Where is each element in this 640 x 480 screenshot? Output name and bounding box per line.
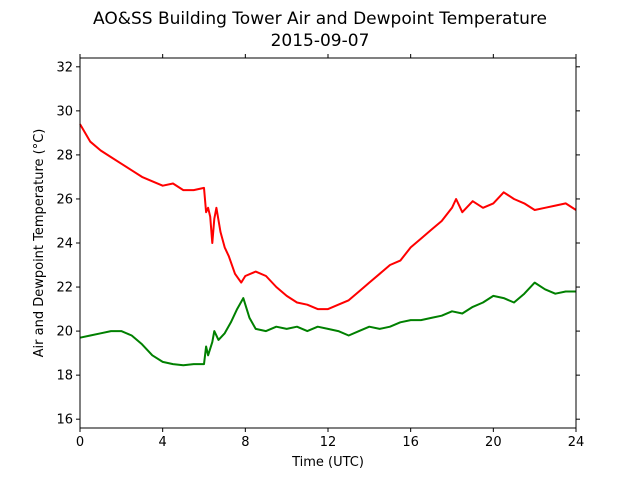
y-tick-label: 26 — [56, 192, 73, 207]
series-line-1 — [79, 123, 577, 311]
y-axis-label: Air and Dewpoint Temperature (°C) — [32, 129, 47, 358]
y-tick-label: 22 — [56, 281, 73, 296]
x-axis-label: Time (UTC) — [291, 455, 364, 470]
x-tick-label: 4 — [159, 435, 167, 450]
x-tick-label: 24 — [568, 435, 585, 450]
y-tick-label: 16 — [56, 413, 73, 428]
y-tick-label: 32 — [56, 60, 73, 75]
y-tick-label: 18 — [56, 369, 73, 384]
x-tick-label: 0 — [76, 435, 84, 450]
x-tick-label: 16 — [402, 435, 419, 450]
x-tick-label: 12 — [320, 435, 337, 450]
x-tick-label: 8 — [241, 435, 249, 450]
chart-title: AO&SS Building Tower Air and Dewpoint Te… — [93, 9, 547, 29]
y-tick-label: 30 — [56, 104, 73, 119]
y-tick-label: 20 — [56, 325, 73, 340]
y-axis: 16 18 20 22 24 26 28 30 32 — [56, 60, 580, 428]
y-tick-label: 24 — [56, 237, 73, 252]
series-line-2 — [79, 281, 576, 367]
plot-frame — [79, 57, 577, 429]
series-layer — [79, 123, 577, 367]
y-tick-label: 28 — [56, 148, 73, 163]
chart-subtitle: 2015-09-07 — [271, 31, 370, 51]
x-tick-label: 20 — [485, 435, 502, 450]
x-axis: 0 4 8 12 16 20 24 — [76, 54, 584, 450]
